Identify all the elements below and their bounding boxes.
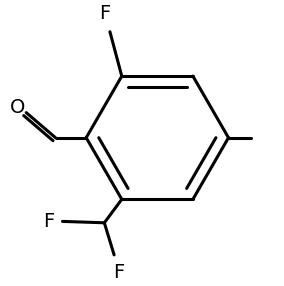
- Text: F: F: [99, 4, 110, 23]
- Text: F: F: [43, 212, 54, 231]
- Text: O: O: [10, 98, 26, 116]
- Text: F: F: [113, 263, 124, 282]
